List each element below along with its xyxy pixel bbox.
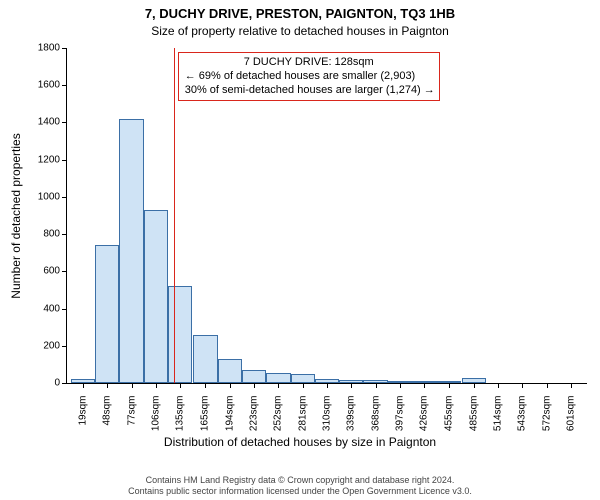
xtick-mark — [180, 383, 181, 388]
xtick-mark — [571, 383, 572, 388]
ytick-label: 1400 — [38, 117, 60, 128]
xtick-label: 426sqm — [419, 396, 430, 432]
xtick-label: 543sqm — [517, 396, 528, 432]
ytick-mark — [62, 309, 67, 310]
xtick-label: 368sqm — [370, 396, 381, 432]
histogram-bar — [168, 286, 192, 383]
xtick-label: 252sqm — [273, 396, 284, 432]
ytick-label: 400 — [43, 303, 60, 314]
ytick-label: 1600 — [38, 80, 60, 91]
xtick-label: 48sqm — [102, 396, 113, 426]
xtick-mark — [424, 383, 425, 388]
plot-area: 02004006008001000120014001600180019sqm48… — [66, 48, 587, 384]
xtick-label: 135sqm — [175, 396, 186, 432]
xtick-mark — [254, 383, 255, 388]
xtick-mark — [449, 383, 450, 388]
xtick-mark — [327, 383, 328, 388]
ytick-mark — [62, 197, 67, 198]
ytick-label: 1200 — [38, 154, 60, 165]
ytick-label: 0 — [54, 378, 60, 389]
histogram-bar — [193, 335, 217, 383]
y-axis-label: Number of detached properties — [9, 133, 23, 298]
histogram-bar — [266, 373, 290, 383]
xtick-mark — [83, 383, 84, 388]
attribution-line-1: Contains HM Land Registry data © Crown c… — [0, 475, 600, 486]
ytick-mark — [62, 346, 67, 347]
xtick-label: 572sqm — [541, 396, 552, 432]
histogram-bar — [144, 210, 168, 383]
attribution: Contains HM Land Registry data © Crown c… — [0, 475, 600, 498]
chart-root: 7, DUCHY DRIVE, PRESTON, PAIGNTON, TQ3 1… — [0, 0, 600, 500]
annotation-line: 30% of semi-detached houses are larger (… — [185, 84, 433, 98]
chart-subtitle: Size of property relative to detached ho… — [0, 24, 600, 38]
ytick-label: 800 — [43, 229, 60, 240]
xtick-label: 106sqm — [150, 396, 161, 432]
xtick-mark — [400, 383, 401, 388]
annotation-box: 7 DUCHY DRIVE: 128sqm← 69% of detached h… — [178, 52, 440, 101]
histogram-bar — [119, 119, 143, 383]
histogram-bar — [242, 370, 266, 383]
ytick-mark — [62, 234, 67, 235]
histogram-bar — [218, 359, 242, 383]
xtick-label: 455sqm — [443, 396, 454, 432]
xtick-mark — [156, 383, 157, 388]
xtick-label: 514sqm — [493, 396, 504, 432]
xtick-label: 310sqm — [322, 396, 333, 432]
xtick-label: 77sqm — [126, 396, 137, 426]
x-axis-label: Distribution of detached houses by size … — [0, 435, 600, 449]
xtick-mark — [278, 383, 279, 388]
ytick-label: 1800 — [38, 43, 60, 54]
ytick-mark — [62, 122, 67, 123]
chart-title: 7, DUCHY DRIVE, PRESTON, PAIGNTON, TQ3 1… — [0, 6, 600, 21]
xtick-mark — [351, 383, 352, 388]
xtick-label: 223sqm — [249, 396, 260, 432]
annotation-line: 7 DUCHY DRIVE: 128sqm — [185, 56, 433, 70]
xtick-mark — [132, 383, 133, 388]
xtick-mark — [303, 383, 304, 388]
xtick-label: 339sqm — [346, 396, 357, 432]
ytick-label: 600 — [43, 266, 60, 277]
xtick-mark — [230, 383, 231, 388]
xtick-mark — [547, 383, 548, 388]
xtick-mark — [205, 383, 206, 388]
xtick-label: 601sqm — [566, 396, 577, 432]
xtick-label: 19sqm — [77, 396, 88, 426]
xtick-mark — [522, 383, 523, 388]
annotation-line: ← 69% of detached houses are smaller (2,… — [185, 70, 433, 84]
ytick-mark — [62, 271, 67, 272]
xtick-mark — [376, 383, 377, 388]
marker-line — [174, 48, 175, 383]
xtick-label: 194sqm — [224, 396, 235, 432]
histogram-bar — [95, 245, 119, 383]
ytick-mark — [62, 383, 67, 384]
xtick-label: 397sqm — [394, 396, 405, 432]
xtick-mark — [498, 383, 499, 388]
ytick-label: 200 — [43, 340, 60, 351]
xtick-label: 281sqm — [297, 396, 308, 432]
ytick-mark — [62, 48, 67, 49]
histogram-bar — [291, 374, 315, 383]
xtick-label: 165sqm — [200, 396, 211, 432]
xtick-mark — [107, 383, 108, 388]
attribution-line-2: Contains public sector information licen… — [0, 486, 600, 497]
ytick-mark — [62, 85, 67, 86]
ytick-label: 1000 — [38, 191, 60, 202]
xtick-mark — [474, 383, 475, 388]
xtick-label: 485sqm — [468, 396, 479, 432]
ytick-mark — [62, 160, 67, 161]
